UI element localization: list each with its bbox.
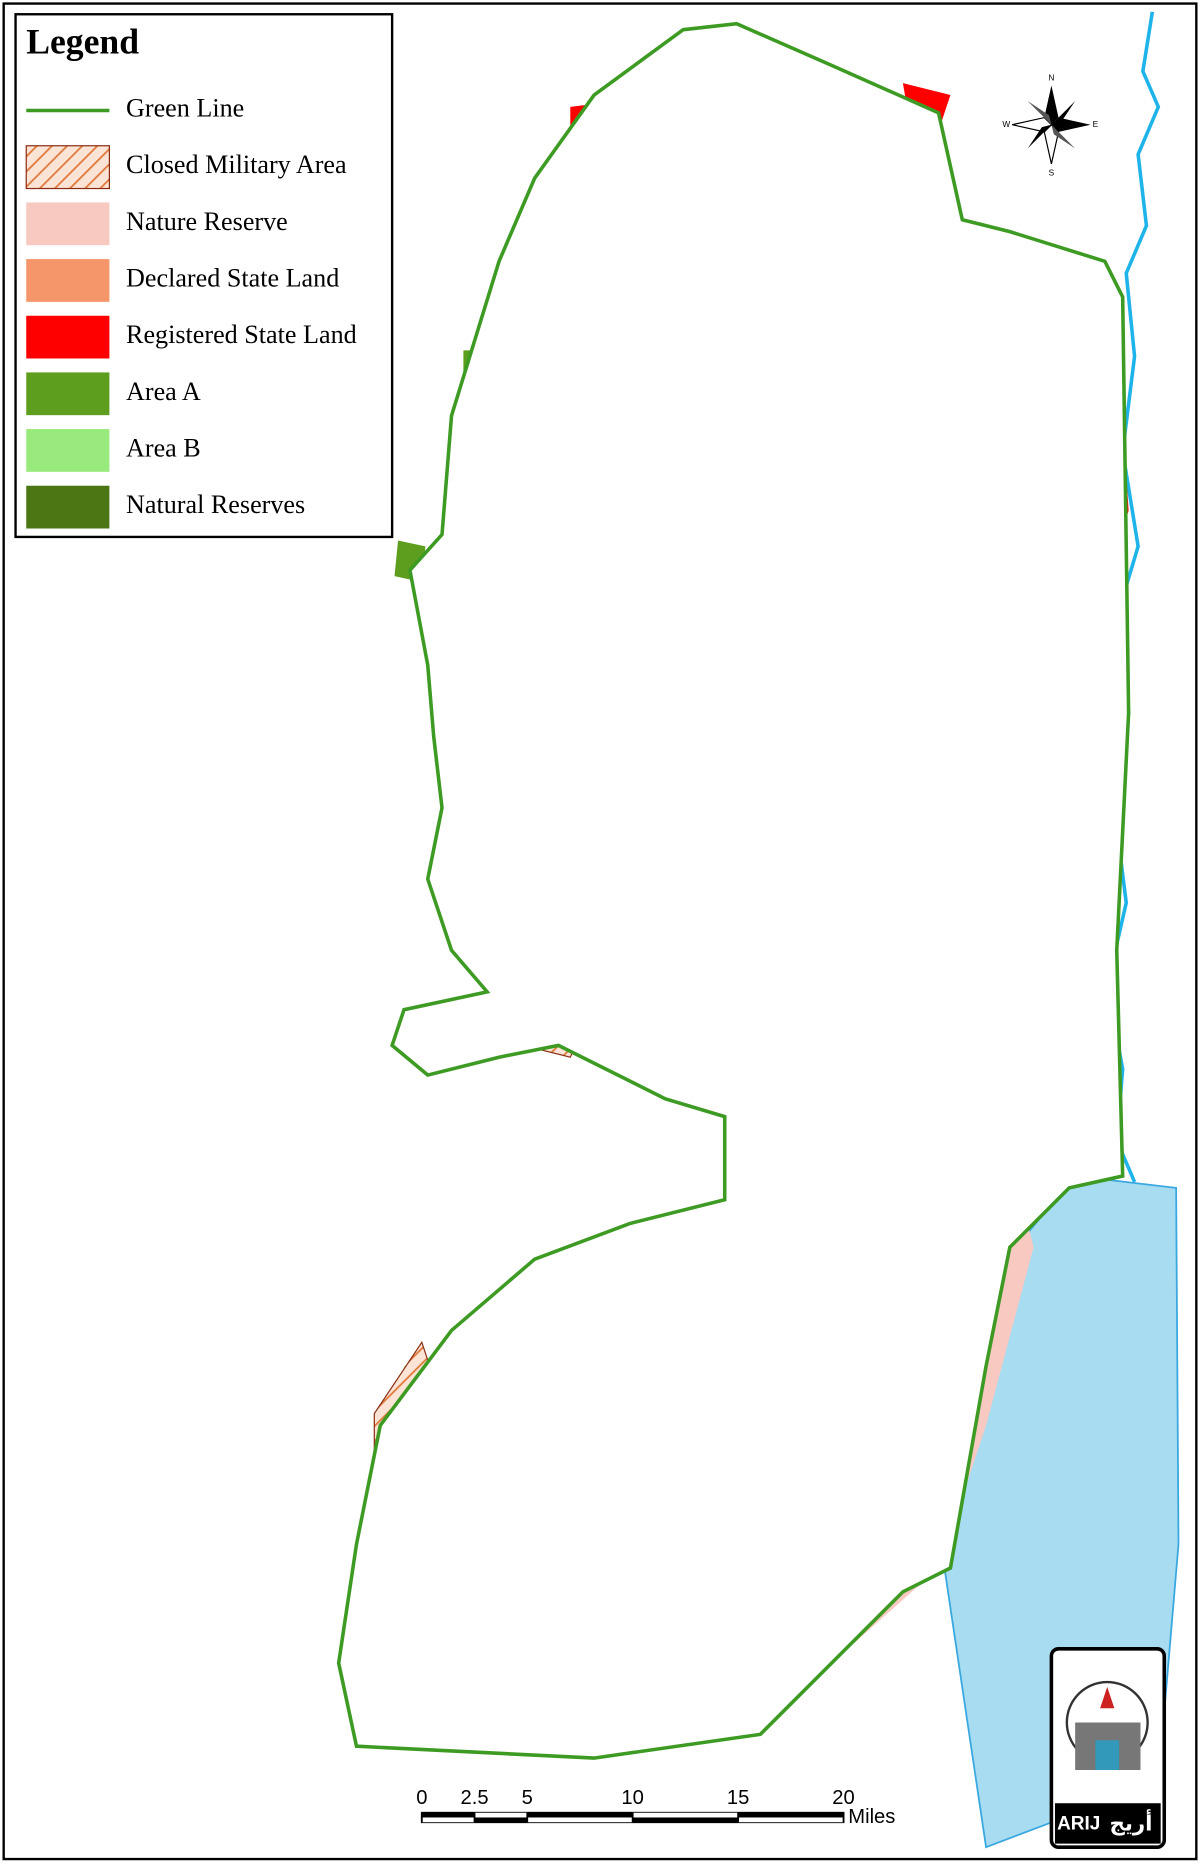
legend-swatch (26, 315, 110, 359)
scale-label: 20 (832, 1787, 854, 1809)
legend-swatch (26, 485, 110, 529)
legend-swatch (25, 145, 110, 190)
scale-segment (421, 1812, 475, 1818)
legend-label: Area B (126, 433, 201, 462)
territory (336, 21, 1131, 1760)
scale-label: 10 (621, 1787, 643, 1809)
scale-segment (527, 1812, 633, 1818)
compass-e: E (1093, 119, 1099, 129)
legend-label: Registered State Land (126, 320, 357, 349)
legend-label: Nature Reserve (126, 207, 288, 236)
scale-segment (738, 1812, 844, 1818)
scale-label: 0 (416, 1787, 427, 1809)
scale-segment (632, 1812, 739, 1818)
legend-title: Legend (26, 21, 139, 61)
legend-label: Declared State Land (126, 263, 339, 292)
scale-segment (738, 1817, 844, 1823)
legend-label: Closed Military Area (126, 150, 347, 179)
compass-w: W (1002, 119, 1010, 129)
scale-segment (474, 1812, 528, 1818)
compass-s: S (1049, 168, 1055, 178)
legend-swatch (26, 372, 110, 416)
legend-swatch (26, 429, 110, 472)
scale-label: 5 (522, 1787, 533, 1809)
legend: Legend Green Line Closed Military Area Nat… (14, 13, 394, 539)
scale-segment (632, 1817, 739, 1823)
logo-arabic: أريج (1109, 1809, 1152, 1837)
legend-label: Area A (126, 377, 201, 406)
logo-latin: ARIJ (1057, 1814, 1100, 1835)
scale-segment (474, 1817, 528, 1823)
logo: ARIJ أريج (1049, 1647, 1167, 1849)
scale-unit: Miles (848, 1806, 895, 1828)
legend-swatch (26, 202, 110, 246)
compass-n: N (1048, 73, 1054, 83)
scale-label: 15 (727, 1787, 749, 1809)
legend-label: Green Line (126, 93, 244, 122)
legend-label: Natural Reserves (126, 490, 305, 519)
legend-swatch (26, 259, 110, 302)
scale-label: 2.5 (460, 1787, 488, 1809)
scale-segment (527, 1817, 633, 1823)
scale-segment (421, 1817, 475, 1823)
